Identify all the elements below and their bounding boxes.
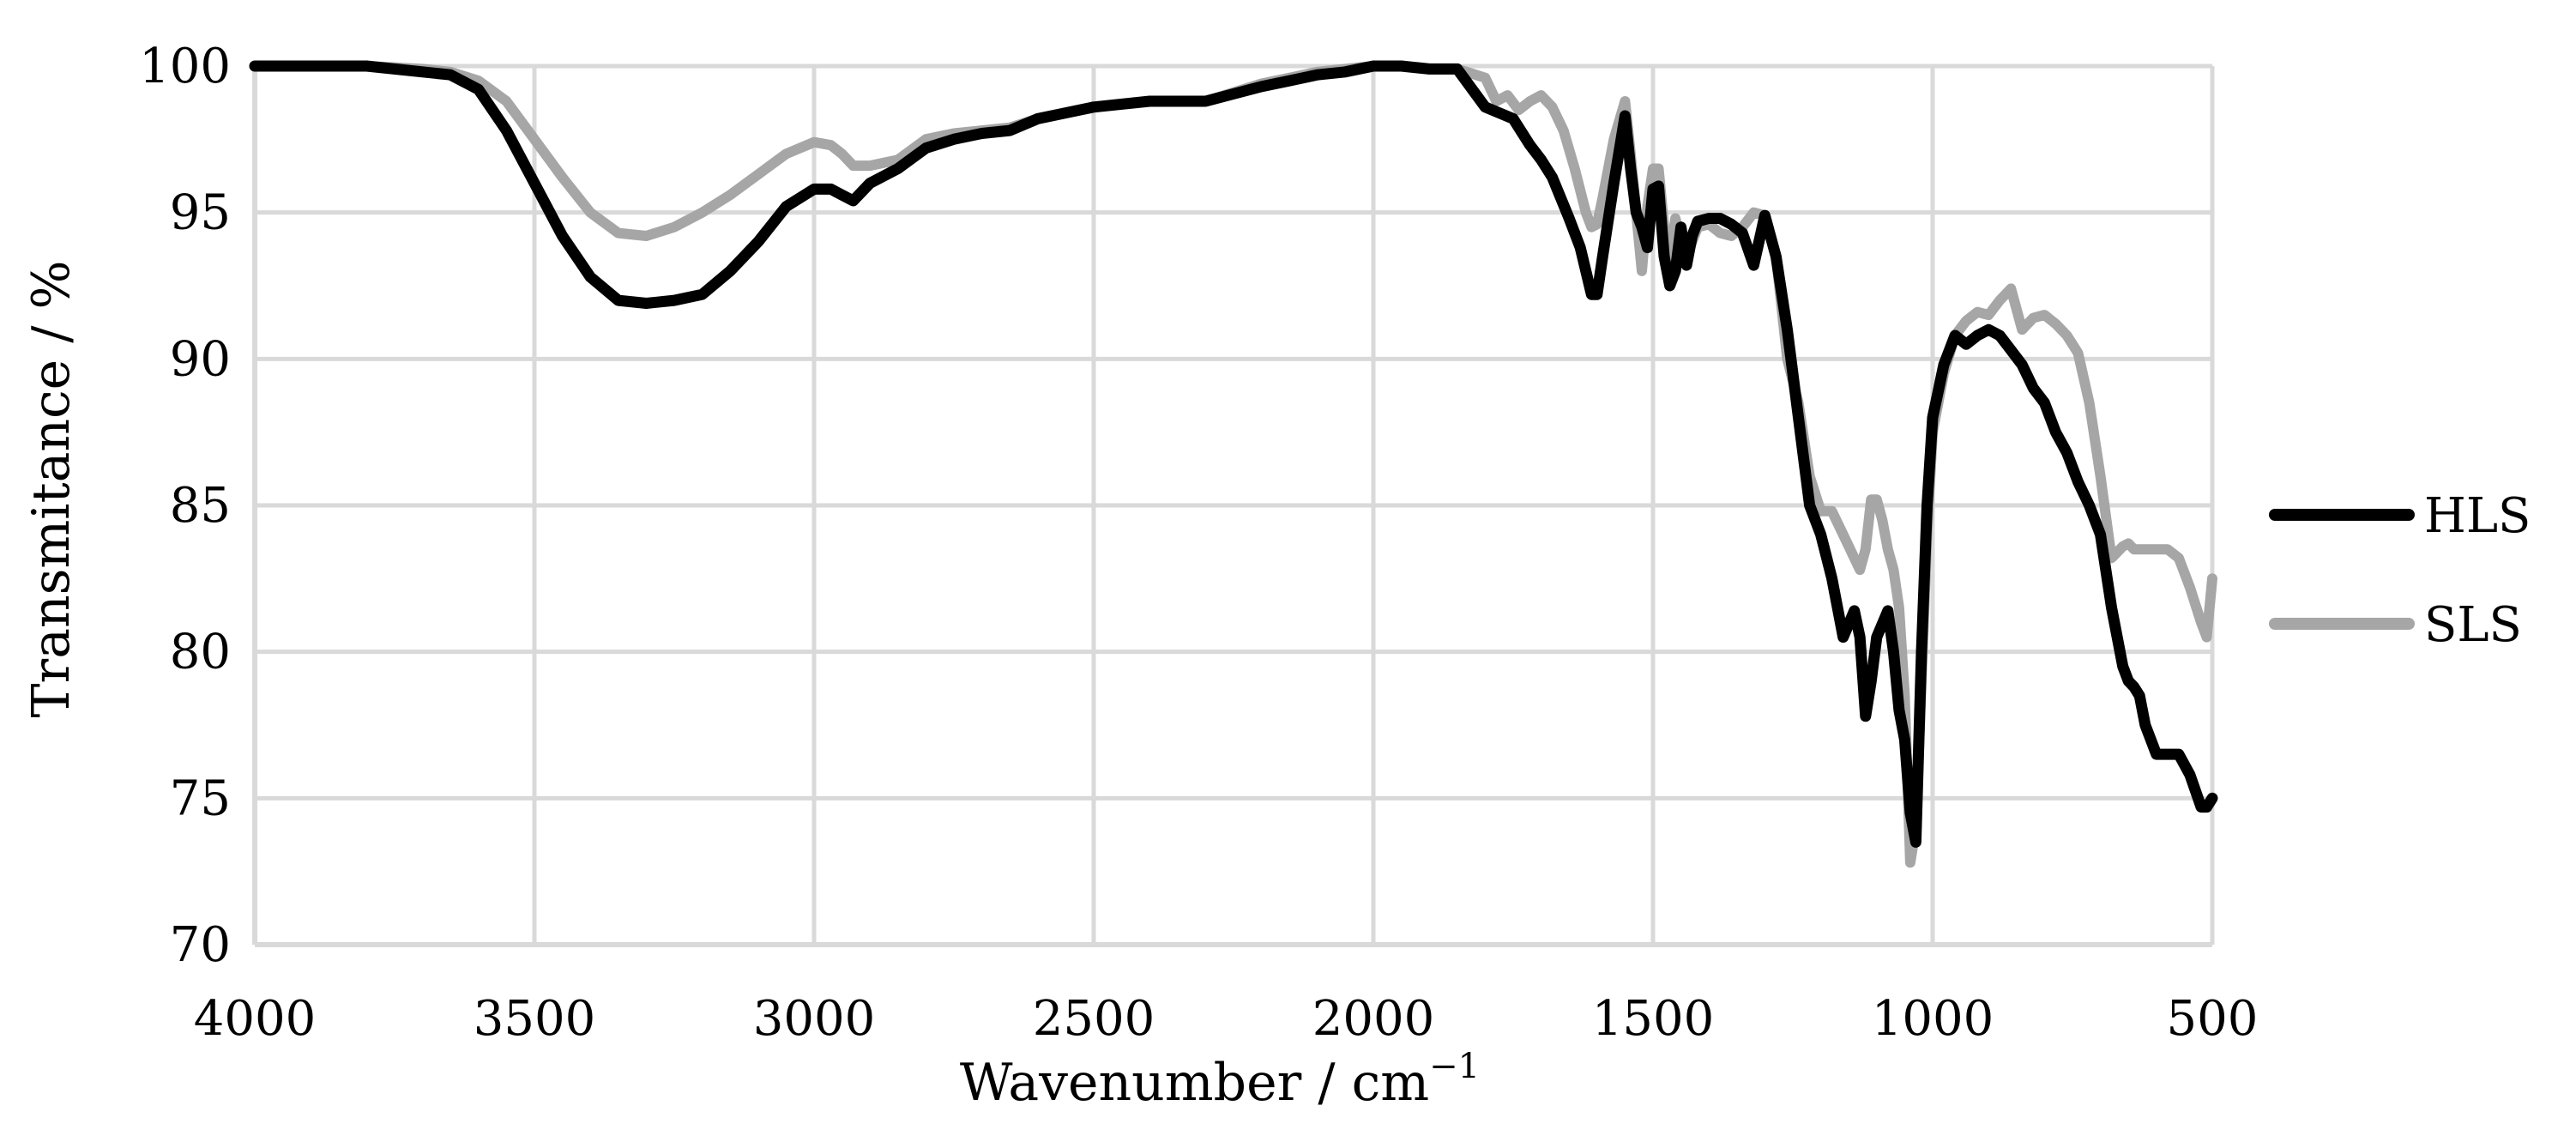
legend-label-hls: HLS — [2424, 488, 2531, 544]
x-tick-label: 500 — [2167, 991, 2259, 1047]
x-tick-label: 3500 — [474, 991, 596, 1047]
x-tick-label: 2000 — [1312, 991, 1435, 1047]
x-tick-label: 1500 — [1592, 991, 1715, 1047]
x-tick-label: 2500 — [1033, 991, 1155, 1047]
y-tick-label: 100 — [139, 39, 231, 94]
x-tick-label: 1000 — [1872, 991, 1994, 1047]
y-axis-title: Transmitance / % — [21, 261, 81, 718]
legend: HLS SLS — [2269, 488, 2531, 653]
y-tick-label: 75 — [170, 770, 231, 826]
y-tick-label: 70 — [170, 917, 231, 973]
y-tick-label: 80 — [170, 625, 231, 680]
series-line-hls — [249, 60, 2218, 848]
series-group — [249, 60, 2218, 868]
y-tick-label: 85 — [170, 478, 231, 534]
axes — [252, 66, 2212, 947]
legend-label-sls: SLS — [2424, 597, 2522, 653]
x-axis-title-superscript: −1 — [1429, 1047, 1480, 1086]
x-tick-label: 4000 — [194, 991, 317, 1047]
y-tick-label: 90 — [170, 331, 231, 387]
tick-labels: 4000 3500 3000 2500 2000 1500 1000 500 70 75 80 85 9… — [139, 39, 2258, 1047]
x-tick-label: 3000 — [753, 991, 876, 1047]
x-axis-title: Wavenumber / cm−1 — [960, 1047, 1480, 1113]
y-tick-label: 95 — [170, 185, 231, 241]
